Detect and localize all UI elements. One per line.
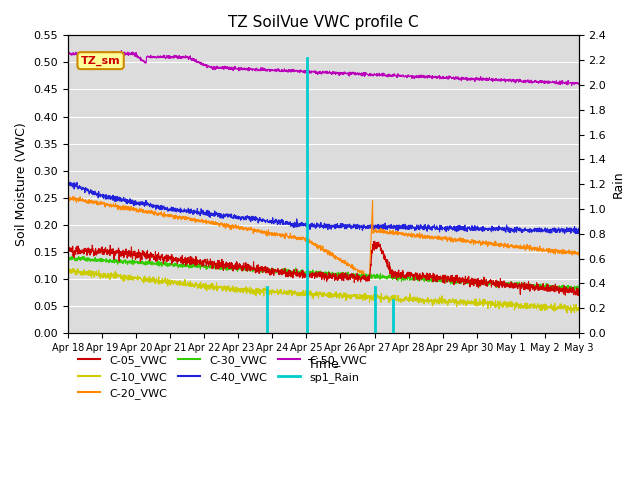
Line: C-30_VWC: C-30_VWC: [68, 256, 579, 290]
C-50_VWC: [575, 81, 582, 87]
C-05_VWC: [560, 283, 568, 289]
C-30_VWC: [64, 257, 72, 263]
C-10_VWC: [64, 269, 72, 275]
Y-axis label: Soil Moisture (VWC): Soil Moisture (VWC): [15, 122, 28, 246]
C-50_VWC: [64, 50, 72, 56]
C-40_VWC: [90, 189, 98, 194]
C-30_VWC: [70, 253, 77, 259]
C-05_VWC: [299, 270, 307, 276]
C-20_VWC: [90, 199, 98, 204]
C-10_VWC: [563, 310, 571, 316]
Line: C-40_VWC: C-40_VWC: [68, 182, 579, 234]
C-20_VWC: [64, 196, 72, 202]
Line: C-05_VWC: C-05_VWC: [68, 241, 579, 296]
C-20_VWC: [69, 193, 77, 199]
Legend: C-05_VWC, C-10_VWC, C-20_VWC, C-30_VWC, C-40_VWC, C-50_VWC, sp1_Rain: C-05_VWC, C-10_VWC, C-20_VWC, C-30_VWC, …: [74, 351, 372, 404]
C-20_VWC: [467, 240, 475, 245]
C-10_VWC: [575, 307, 582, 313]
Y-axis label: Rain: Rain: [612, 170, 625, 198]
C-40_VWC: [467, 225, 474, 231]
C-05_VWC: [90, 249, 98, 255]
C-10_VWC: [467, 300, 474, 305]
C-40_VWC: [560, 226, 568, 232]
C-30_VWC: [467, 281, 474, 287]
C-40_VWC: [300, 223, 307, 229]
C-50_VWC: [90, 51, 98, 57]
C-50_VWC: [568, 83, 575, 88]
C-30_VWC: [570, 287, 577, 293]
C-50_VWC: [118, 48, 125, 53]
C-05_VWC: [467, 280, 474, 286]
C-10_VWC: [69, 265, 77, 271]
C-10_VWC: [560, 304, 568, 310]
C-50_VWC: [300, 68, 307, 74]
C-40_VWC: [64, 180, 72, 186]
Line: C-10_VWC: C-10_VWC: [68, 268, 579, 313]
C-05_VWC: [575, 287, 582, 293]
C-30_VWC: [561, 286, 568, 292]
C-30_VWC: [560, 284, 568, 290]
C-05_VWC: [312, 274, 320, 279]
C-10_VWC: [300, 288, 307, 294]
C-20_VWC: [575, 252, 582, 258]
X-axis label: Time: Time: [308, 359, 339, 372]
C-40_VWC: [67, 180, 74, 185]
C-40_VWC: [575, 228, 582, 233]
C-20_VWC: [313, 245, 321, 251]
C-50_VWC: [560, 80, 568, 86]
Line: C-20_VWC: C-20_VWC: [68, 196, 579, 279]
Title: TZ SoilVue VWC profile C: TZ SoilVue VWC profile C: [228, 15, 419, 30]
C-05_VWC: [64, 248, 72, 254]
C-50_VWC: [561, 80, 568, 85]
C-30_VWC: [90, 257, 98, 263]
Line: C-50_VWC: C-50_VWC: [68, 50, 579, 85]
C-40_VWC: [313, 220, 321, 226]
C-50_VWC: [313, 70, 321, 76]
C-30_VWC: [313, 269, 321, 275]
C-10_VWC: [90, 272, 98, 278]
C-05_VWC: [371, 239, 378, 244]
C-50_VWC: [467, 76, 474, 82]
C-40_VWC: [561, 228, 568, 234]
C-05_VWC: [574, 293, 582, 299]
C-20_VWC: [561, 251, 568, 256]
C-20_VWC: [561, 249, 568, 255]
C-30_VWC: [575, 283, 582, 289]
Text: TZ_sm: TZ_sm: [81, 56, 120, 66]
C-20_VWC: [300, 234, 307, 240]
C-05_VWC: [561, 283, 568, 288]
C-40_VWC: [561, 231, 568, 237]
C-30_VWC: [300, 269, 307, 275]
C-10_VWC: [561, 304, 568, 310]
C-10_VWC: [313, 290, 321, 296]
C-20_VWC: [365, 276, 372, 282]
